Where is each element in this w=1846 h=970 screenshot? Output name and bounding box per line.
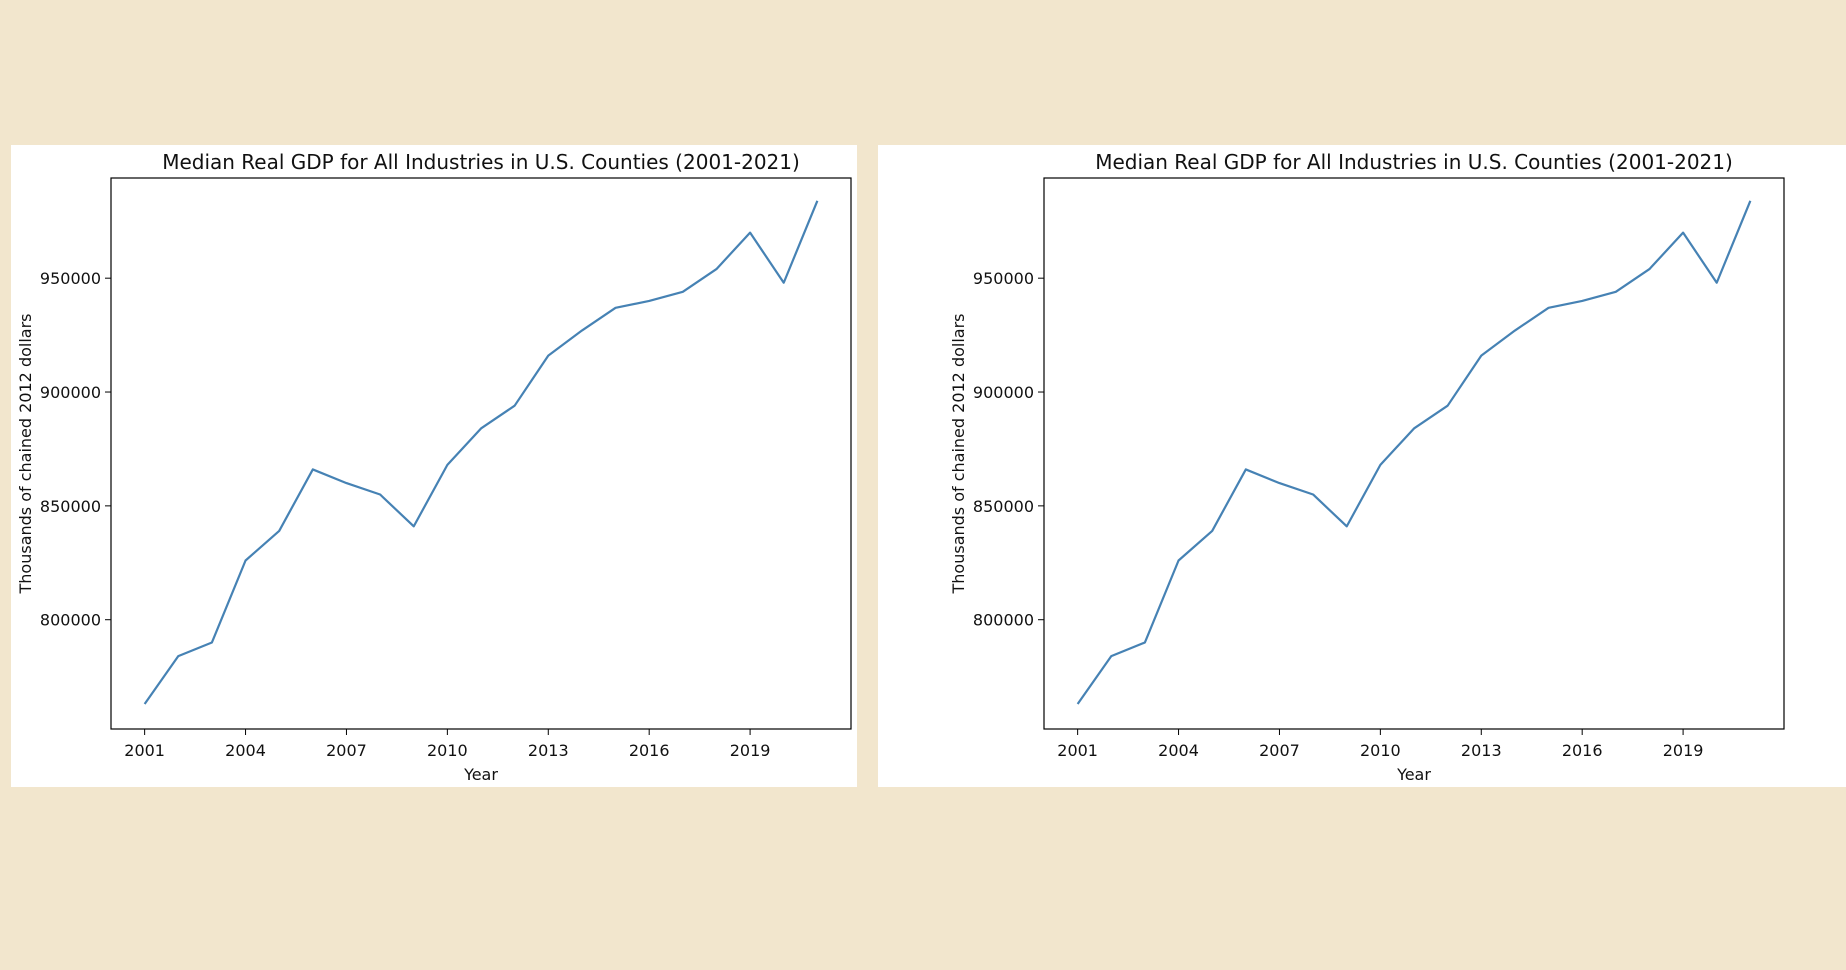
y-tick-label: 900000 bbox=[40, 383, 101, 402]
x-tick-label: 2001 bbox=[1057, 741, 1098, 760]
x-tick-label: 2013 bbox=[1461, 741, 1502, 760]
data-point bbox=[714, 267, 718, 271]
y-axis-label: Thousands of chained 2012 dollars bbox=[949, 314, 968, 595]
data-point bbox=[647, 299, 651, 303]
data-point bbox=[681, 290, 685, 294]
data-point bbox=[1412, 426, 1416, 430]
chart-title: Median Real GDP for All Industries in U.… bbox=[162, 150, 800, 174]
data-point bbox=[1311, 492, 1315, 496]
data-point bbox=[1345, 524, 1349, 528]
x-axis-label: Year bbox=[463, 765, 498, 784]
plot-frame bbox=[110, 177, 852, 730]
data-point bbox=[1513, 329, 1517, 333]
data-point bbox=[748, 231, 752, 235]
data-point bbox=[1580, 299, 1584, 303]
chart-title: Median Real GDP for All Industries in U.… bbox=[1095, 150, 1733, 174]
data-point bbox=[513, 404, 517, 408]
data-point bbox=[244, 559, 248, 563]
data-point bbox=[580, 329, 584, 333]
data-point bbox=[143, 702, 147, 706]
y-tick-label: 950000 bbox=[40, 269, 101, 288]
data-point bbox=[1210, 529, 1214, 533]
data-point bbox=[1479, 354, 1483, 358]
data-point bbox=[277, 529, 281, 533]
data-point bbox=[1143, 640, 1147, 644]
y-tick-label: 800000 bbox=[973, 611, 1034, 630]
data-point bbox=[1614, 290, 1618, 294]
x-tick-label: 2007 bbox=[326, 741, 367, 760]
plot-frame bbox=[1043, 177, 1785, 730]
data-point bbox=[1681, 231, 1685, 235]
gdp-line-chart-right: Median Real GDP for All Industries in U.… bbox=[949, 150, 1785, 784]
x-tick-label: 2004 bbox=[225, 741, 266, 760]
data-point bbox=[1446, 404, 1450, 408]
data-point bbox=[1547, 306, 1551, 310]
x-tick-label: 2016 bbox=[1562, 741, 1603, 760]
x-tick-label: 2001 bbox=[124, 741, 165, 760]
x-tick-label: 2010 bbox=[427, 741, 468, 760]
data-point bbox=[1715, 281, 1719, 285]
gdp-line-chart-left: Median Real GDP for All Industries in U.… bbox=[16, 150, 852, 784]
data-point bbox=[479, 426, 483, 430]
data-point bbox=[1177, 559, 1181, 563]
y-axis-label: Thousands of chained 2012 dollars bbox=[16, 314, 35, 595]
chart-panel-right: Median Real GDP for All Industries in U.… bbox=[878, 145, 1846, 787]
y-tick-label: 850000 bbox=[973, 497, 1034, 516]
data-point bbox=[378, 492, 382, 496]
data-point bbox=[176, 654, 180, 658]
data-point bbox=[210, 640, 214, 644]
data-point bbox=[1109, 654, 1113, 658]
chart-panel-left: Median Real GDP for All Industries in U.… bbox=[11, 145, 857, 787]
x-tick-label: 2007 bbox=[1259, 741, 1300, 760]
data-point bbox=[412, 524, 416, 528]
x-tick-label: 2019 bbox=[1663, 741, 1704, 760]
y-tick-label: 800000 bbox=[40, 611, 101, 630]
x-tick-label: 2016 bbox=[629, 741, 670, 760]
data-point bbox=[1076, 702, 1080, 706]
data-point bbox=[815, 199, 819, 203]
y-tick-label: 950000 bbox=[973, 269, 1034, 288]
data-point bbox=[311, 467, 315, 471]
x-tick-label: 2013 bbox=[528, 741, 569, 760]
x-tick-label: 2004 bbox=[1158, 741, 1199, 760]
data-point bbox=[782, 281, 786, 285]
data-point bbox=[1378, 463, 1382, 467]
x-tick-label: 2019 bbox=[730, 741, 771, 760]
x-axis-label: Year bbox=[1396, 765, 1431, 784]
y-tick-label: 850000 bbox=[40, 497, 101, 516]
data-point bbox=[614, 306, 618, 310]
x-tick-label: 2010 bbox=[1360, 741, 1401, 760]
data-point bbox=[546, 354, 550, 358]
gdp-series-line bbox=[1076, 200, 1752, 705]
data-point bbox=[1647, 267, 1651, 271]
y-tick-label: 900000 bbox=[973, 383, 1034, 402]
data-point bbox=[344, 481, 348, 485]
data-point bbox=[1244, 467, 1248, 471]
data-point bbox=[1277, 481, 1281, 485]
data-point bbox=[445, 463, 449, 467]
gdp-series-line bbox=[143, 200, 819, 705]
data-point bbox=[1748, 199, 1752, 203]
